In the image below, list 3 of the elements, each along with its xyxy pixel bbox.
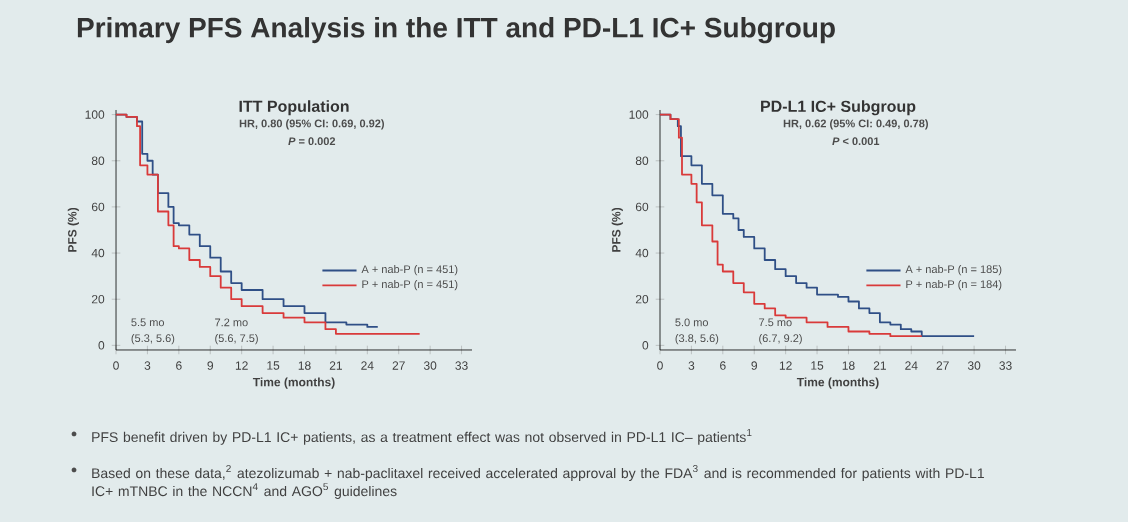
chart-subtitle: PD-L1 IC+ Subgroup [761, 100, 916, 116]
chart-subtitle: ITT Population [239, 100, 349, 116]
chart-title: Primary PFS Analysis in the ITT and PD-L1 IC+ Subgroup [77, 17, 835, 44]
